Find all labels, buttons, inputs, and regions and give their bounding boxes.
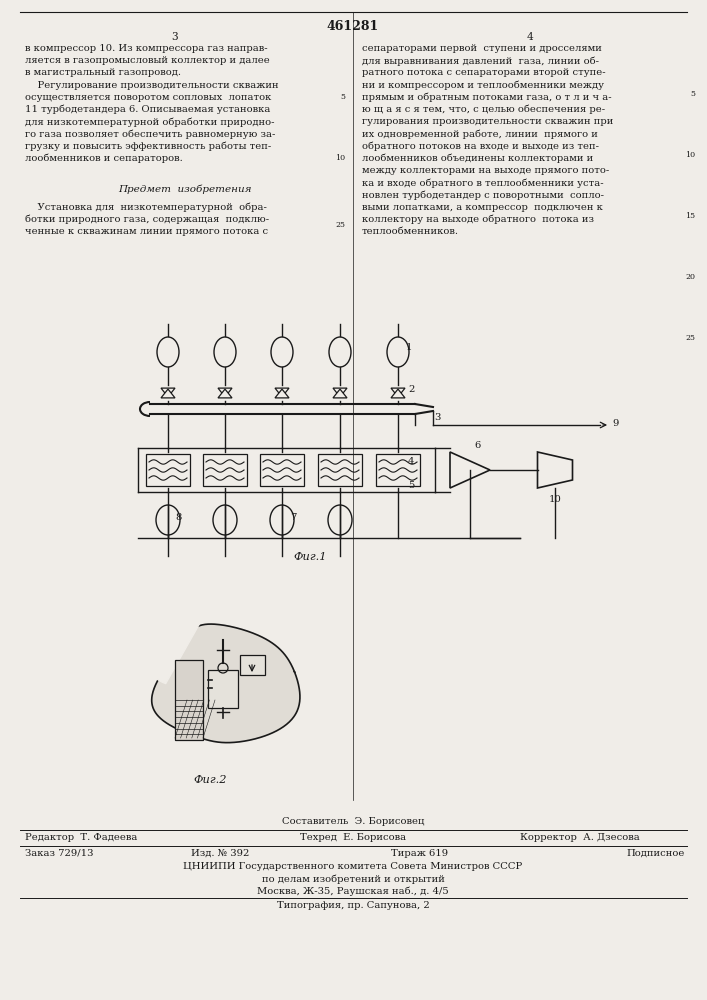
Text: сепараторами первой  ступени и дросселями: сепараторами первой ступени и дросселями — [362, 44, 602, 53]
Text: осуществляется поворотом сопловых  лопаток: осуществляется поворотом сопловых лопато… — [25, 93, 271, 102]
Polygon shape — [275, 389, 289, 398]
Text: для низкотемпературной обработки природно-: для низкотемпературной обработки природн… — [25, 117, 274, 127]
Polygon shape — [152, 624, 300, 743]
Text: теплообменников.: теплообменников. — [362, 227, 459, 236]
Text: лообменников объединены коллекторами и: лообменников объединены коллекторами и — [362, 154, 593, 163]
Text: Фиг.1: Фиг.1 — [293, 552, 327, 562]
Text: 10: 10 — [549, 495, 561, 504]
Text: 15: 15 — [685, 212, 695, 220]
Bar — [208, 670, 238, 708]
Text: ка и входе обратного в теплообменники уста-: ка и входе обратного в теплообменники ус… — [362, 178, 604, 188]
Text: в компрессор 10. Из компрессора газ направ-: в компрессор 10. Из компрессора газ напр… — [25, 44, 268, 53]
Bar — [175, 660, 203, 740]
Text: ю щ а я с я тем, что, с целью обеспечения ре-: ю щ а я с я тем, что, с целью обеспечени… — [362, 105, 605, 114]
Text: 4: 4 — [408, 458, 414, 466]
Text: 10: 10 — [685, 151, 695, 159]
Text: между коллекторами на выходе прямого пото-: между коллекторами на выходе прямого пот… — [362, 166, 609, 175]
Text: Регулирование производительности скважин: Регулирование производительности скважин — [25, 81, 279, 90]
Text: обратного потоков на входе и выходе из теп-: обратного потоков на входе и выходе из т… — [362, 142, 599, 151]
Text: Подписное: Подписное — [626, 849, 685, 858]
Text: ляется в газопромысловый коллектор и далее: ляется в газопромысловый коллектор и дал… — [25, 56, 270, 65]
Text: 10: 10 — [335, 154, 345, 162]
Text: Установка для  низкотемпературной  обра-: Установка для низкотемпературной обра- — [25, 203, 267, 212]
Bar — [146, 454, 190, 486]
Bar — [240, 655, 265, 675]
Text: 3: 3 — [434, 412, 440, 422]
Text: 25: 25 — [685, 334, 695, 342]
Text: выми лопатками, а компрессор  подключен к: выми лопатками, а компрессор подключен к — [362, 203, 603, 212]
Bar — [318, 454, 362, 486]
Text: 461281: 461281 — [327, 20, 379, 33]
Text: 9: 9 — [612, 418, 619, 428]
Text: коллектору на выходе обратного  потока из: коллектору на выходе обратного потока из — [362, 215, 594, 224]
Text: в магистральный газопровод.: в магистральный газопровод. — [25, 68, 181, 77]
Text: 4: 4 — [527, 32, 533, 42]
Text: 25: 25 — [335, 221, 345, 229]
Text: 20: 20 — [685, 273, 695, 281]
Text: Корректор  А. Дзесова: Корректор А. Дзесова — [520, 833, 640, 842]
Text: 6: 6 — [474, 441, 480, 450]
Text: 5: 5 — [690, 90, 695, 98]
Text: гулирования производительности скважин при: гулирования производительности скважин п… — [362, 117, 614, 126]
Text: Редактор  Т. Фадеева: Редактор Т. Фадеева — [25, 833, 137, 842]
Text: Типография, пр. Сапунова, 2: Типография, пр. Сапунова, 2 — [276, 901, 429, 910]
Text: 11: 11 — [216, 680, 230, 690]
Text: ратного потока с сепараторами второй ступе-: ратного потока с сепараторами второй сту… — [362, 68, 606, 77]
Text: Изд. № 392: Изд. № 392 — [191, 849, 249, 858]
Text: Москва, Ж-35, Раушская наб., д. 4/5: Москва, Ж-35, Раушская наб., д. 4/5 — [257, 886, 449, 896]
Text: прямым и обратным потоками газа, о т л и ч а-: прямым и обратным потоками газа, о т л и… — [362, 93, 612, 102]
Text: Тираж 619: Тираж 619 — [392, 849, 448, 858]
Polygon shape — [391, 389, 405, 398]
Text: ни и компрессором и теплообменники между: ни и компрессором и теплообменники между — [362, 81, 604, 90]
Text: 1: 1 — [406, 342, 412, 352]
Text: го газа позволяет обеспечить равномерную за-: го газа позволяет обеспечить равномерную… — [25, 129, 275, 139]
Text: ботки природного газа, содержащая  подклю-: ботки природного газа, содержащая подклю… — [25, 215, 269, 224]
Text: 11 турбодетандера 6. Описываемая установка: 11 турбодетандера 6. Описываемая установ… — [25, 105, 270, 114]
Polygon shape — [218, 389, 232, 398]
Polygon shape — [161, 389, 175, 398]
Text: для выравнивания давлений  газа, линии об-: для выравнивания давлений газа, линии об… — [362, 56, 599, 66]
Text: 3: 3 — [172, 32, 178, 42]
Text: Предмет  изобретения: Предмет изобретения — [118, 184, 252, 194]
Text: новлен турбодетандер с поворотными  сопло-: новлен турбодетандер с поворотными сопло… — [362, 190, 604, 200]
Polygon shape — [275, 388, 289, 397]
Text: Фиг.2: Фиг.2 — [193, 775, 227, 785]
Bar — [260, 454, 304, 486]
Text: 5: 5 — [340, 93, 345, 101]
Text: Заказ 729/13: Заказ 729/13 — [25, 849, 93, 858]
Text: лообменников и сепараторов.: лообменников и сепараторов. — [25, 154, 182, 163]
Text: ченные к скважинам линии прямого потока с: ченные к скважинам линии прямого потока … — [25, 227, 268, 236]
Text: Техред  Е. Борисова: Техред Е. Борисова — [300, 833, 406, 842]
Text: 2: 2 — [408, 384, 414, 393]
Text: по делам изобретений и открытий: по делам изобретений и открытий — [262, 874, 445, 884]
Text: 8: 8 — [175, 512, 182, 522]
Polygon shape — [333, 389, 347, 398]
Text: 5: 5 — [408, 482, 414, 490]
Polygon shape — [218, 388, 232, 397]
Text: их одновременной работе, линии  прямого и: их одновременной работе, линии прямого и — [362, 129, 598, 139]
Text: грузку и повысить эффективность работы теп-: грузку и повысить эффективность работы т… — [25, 142, 271, 151]
Polygon shape — [161, 388, 175, 397]
Text: 7: 7 — [290, 512, 296, 522]
Polygon shape — [333, 388, 347, 397]
Bar — [203, 454, 247, 486]
Text: ЦНИИПИ Государственного комитета Совета Министров СССР: ЦНИИПИ Государственного комитета Совета … — [183, 862, 522, 871]
Polygon shape — [145, 614, 205, 684]
Bar — [376, 454, 420, 486]
Polygon shape — [391, 388, 405, 397]
Text: Составитель  Э. Борисовец: Составитель Э. Борисовец — [282, 817, 424, 826]
